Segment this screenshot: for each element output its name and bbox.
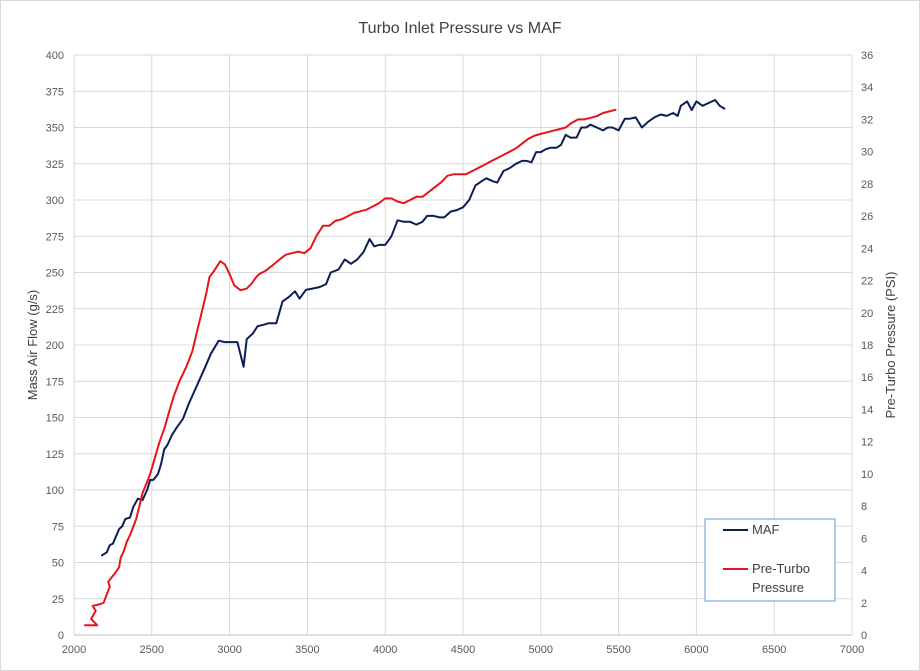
y2-tick-label: 12 xyxy=(861,437,873,449)
y-tick-label: 300 xyxy=(46,195,64,207)
y-tick-label: 225 xyxy=(46,304,64,316)
y2-tick-label: 2 xyxy=(861,598,867,610)
x-tick-label: 2500 xyxy=(140,644,164,656)
legend-label-maf: MAF xyxy=(752,522,780,537)
y-tick-label: 25 xyxy=(52,594,64,606)
y-tick-label: 50 xyxy=(52,558,64,570)
y-tick-label: 350 xyxy=(46,123,64,135)
y2-tick-label: 36 xyxy=(861,50,873,62)
y2-tick-label: 14 xyxy=(861,404,873,416)
y-tick-label: 200 xyxy=(46,340,64,352)
series-line-pressure xyxy=(83,108,617,627)
y-tick-label: 75 xyxy=(52,521,64,533)
x-tick-label: 5500 xyxy=(606,644,630,656)
x-tick-label: 3000 xyxy=(217,644,241,656)
y-tick-label: 250 xyxy=(46,268,64,280)
x-tick-label: 6000 xyxy=(684,644,708,656)
y2-tick-label: 20 xyxy=(861,308,873,320)
y-tick-label: 175 xyxy=(46,376,64,388)
y2-tick-label: 16 xyxy=(861,372,873,384)
legend-label-pressure: Pre-Turbo Pressure xyxy=(752,561,814,595)
series-group xyxy=(83,99,726,627)
y-tick-label: 325 xyxy=(46,159,64,171)
y2-tick-label: 22 xyxy=(861,276,873,288)
y2-tick-label: 10 xyxy=(861,469,873,481)
y2-tick-label: 24 xyxy=(861,243,873,255)
legend-box xyxy=(704,518,836,602)
y-tick-label: 0 xyxy=(58,630,64,642)
y-tick-label: 100 xyxy=(46,485,64,497)
x-tick-label: 5000 xyxy=(529,644,553,656)
legend: MAF Pre-Turbo Pressure xyxy=(704,518,836,602)
x-tick-label: 3500 xyxy=(295,644,319,656)
x-tick-label: 4000 xyxy=(373,644,397,656)
y2-tick-label: 28 xyxy=(861,179,873,191)
x-tick-label: 4500 xyxy=(451,644,475,656)
y2-tick-label: 26 xyxy=(861,211,873,223)
y-tick-label: 400 xyxy=(46,50,64,62)
x-tick-label: 6500 xyxy=(762,644,786,656)
y2-tick-label: 18 xyxy=(861,340,873,352)
y2-tick-label: 8 xyxy=(861,501,867,513)
y2-tick-label: 32 xyxy=(861,114,873,126)
y-tick-label: 375 xyxy=(46,86,64,98)
y2-tick-label: 0 xyxy=(861,630,867,642)
x-tick-label: 2000 xyxy=(62,644,86,656)
y2-tick-label: 4 xyxy=(861,566,867,578)
axes: 0255075100125150175200225250275300325350… xyxy=(46,50,874,656)
y2-tick-label: 30 xyxy=(861,147,873,159)
y-tick-label: 150 xyxy=(46,413,64,425)
y2-tick-label: 34 xyxy=(861,82,873,94)
y-tick-label: 275 xyxy=(46,231,64,243)
y2-axis-title: Pre-Turbo Pressure (PSI) xyxy=(883,272,898,419)
series-line-maf xyxy=(101,99,726,557)
y-axis-title: Mass Air Flow (g/s) xyxy=(25,290,40,401)
chart-title: Turbo Inlet Pressure vs MAF xyxy=(358,20,561,37)
y2-tick-label: 6 xyxy=(861,533,867,545)
x-tick-label: 7000 xyxy=(840,644,864,656)
y-tick-label: 125 xyxy=(46,449,64,461)
